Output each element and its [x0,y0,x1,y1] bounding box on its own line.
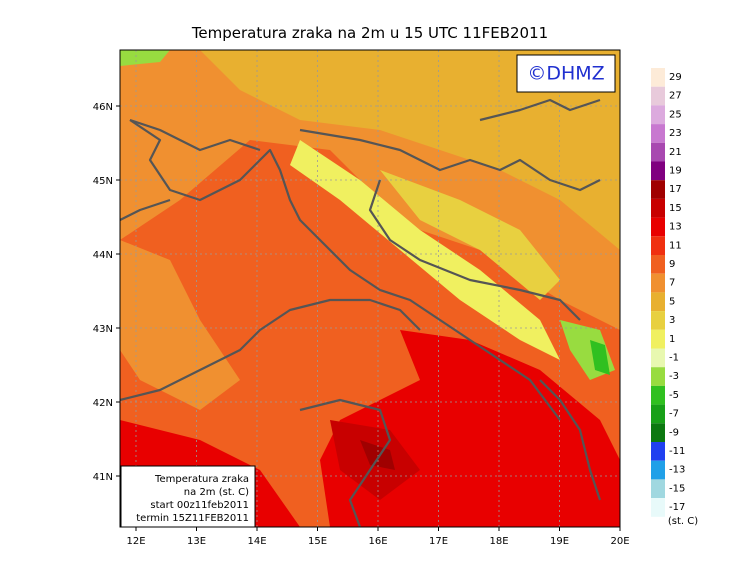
colorbar-label: 7 [669,278,675,289]
graticule [120,50,621,527]
colorbar-box [651,68,665,87]
info-box [120,465,256,528]
colorbar-box [651,292,665,312]
colorbar-label: -15 [669,483,685,494]
colorbar-label: 9 [669,259,675,270]
title: Temperatura zraka na 2m u 15 UTC 11FEB20… [191,24,548,42]
colorbar-box [651,198,665,218]
colorbar-box [651,105,665,125]
info-line: start 00z11feb2011 [150,500,249,511]
colorbar-box [651,329,665,349]
lat-label: 46N [93,102,113,113]
colorbar-box [651,460,665,480]
lat-label: 41N [93,472,113,483]
colorbar-box [651,86,665,106]
colorbar-unit: (st. C) [668,516,698,527]
colorbar-box [651,498,665,517]
colorbar-label: -5 [669,390,679,401]
colorbar-box [651,161,665,181]
lon-label: 20E [610,536,629,547]
colorbar-box [651,217,665,237]
lat-label: 44N [93,250,113,261]
colorbar-box [651,442,665,461]
info-line: termin 15Z11FEB2011 [136,513,249,524]
colorbar-box [651,273,665,293]
copyright-box [516,54,616,93]
colorbar-label: -1 [669,353,679,364]
lon-label: 12E [126,536,145,547]
lat-label: 45N [93,176,113,187]
lon-label: 17E [429,536,448,547]
colorbar-label: -7 [669,409,679,420]
colorbar-box [651,124,665,143]
axis-labels: 46N 45N 44N 43N 42N 41N 12E 13E 14E 15E 16E 17E 18E 1… [93,102,630,547]
colorbar-label: 5 [669,296,675,307]
colorbar-label: 1 [669,334,675,345]
colorbar-label: 11 [669,240,682,251]
info-line: Temperatura zraka [154,474,249,485]
lon-label: 13E [187,536,206,547]
lat-label: 43N [93,324,113,335]
lon-label: 19E [550,536,569,547]
lon-label: 18E [489,536,508,547]
colorbar-label: 19 [669,166,682,177]
colorbar-label: 3 [669,315,675,326]
colorbar-label: 13 [669,222,682,233]
colorbar-label: -13 [669,465,685,476]
colorbar-box [651,385,665,405]
info-text: Temperatura zraka na 2m (st. C) start 00z1… [136,474,249,524]
coastlines [119,98,602,528]
colorbar-label: -17 [669,502,685,513]
colorbar-box [651,236,665,255]
colorbar-box [651,404,665,424]
colorbar-label: 17 [669,184,682,195]
colorbar-box [651,367,665,386]
colorbar: 29 27 25 23 21 19 17 15 13 11 9 7 5 3 1 -1 -3 -5 -7 -9 -11 -1… [651,68,685,517]
info-line: na 2m (st. C) [184,487,249,498]
colorbar-label: -11 [669,446,685,457]
colorbar-box [651,142,665,162]
colorbar-label: -9 [669,427,679,438]
colorbar-label: 27 [669,91,682,102]
lon-label: 14E [247,536,266,547]
colorbar-label: 23 [669,128,682,139]
colorbar-label: 25 [669,109,682,120]
colorbar-box [651,180,665,199]
colorbar-label: 15 [669,203,682,214]
colorbar-label: -3 [669,371,679,382]
lon-label: 16E [368,536,387,547]
copyright: ©DHMZ [527,63,604,85]
colorbar-box [651,479,665,499]
map-frame [119,49,621,528]
colorbar-label: 29 [669,72,682,83]
colorbar-box [651,311,665,330]
temperature-field [120,50,620,527]
colorbar-box [651,423,665,442]
colorbar-box [651,348,665,368]
colorbar-label: 21 [669,147,682,158]
lon-label: 15E [308,536,327,547]
colorbar-box [651,255,665,274]
lat-label: 42N [93,398,113,409]
